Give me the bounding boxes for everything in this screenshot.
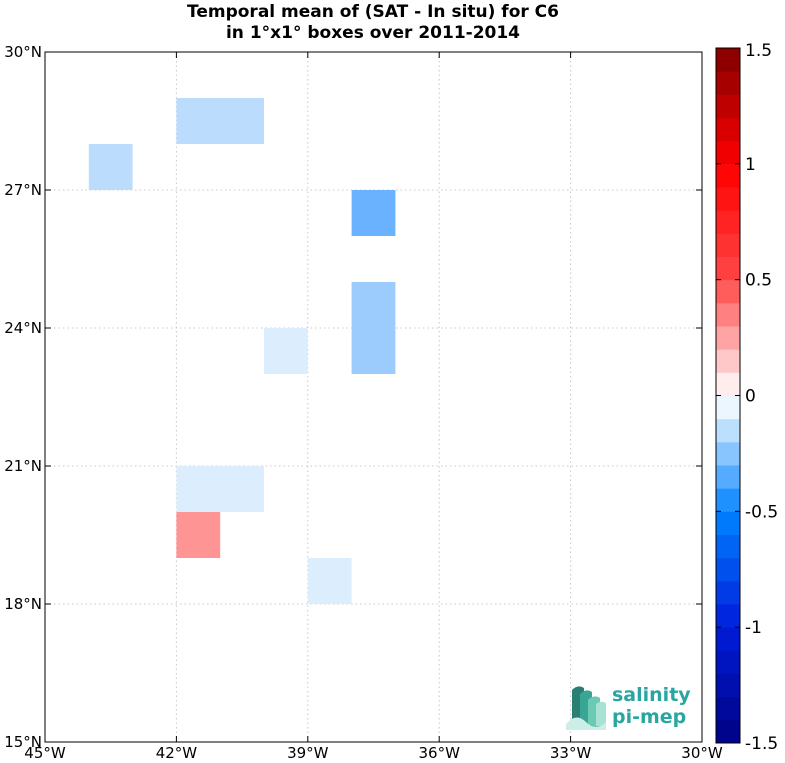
heatmap-cell [88,144,133,190]
colorbar-swatch [716,395,740,420]
colorbar-swatch [716,48,740,72]
colorbar-swatch [716,163,740,188]
plot-frame [44,51,703,743]
colorbar-swatch [716,441,740,466]
y-tick-label: 18°N [4,595,42,613]
colorbar-swatch [716,372,740,396]
heatmap-cell [176,466,264,512]
heatmap-cell [176,98,264,144]
colorbar-swatch [716,580,740,605]
x-tick-label: 42°W [156,744,198,762]
x-tick-label: 36°W [418,744,460,762]
colorbar-swatch [716,511,740,535]
colorbar-tick-label: 1 [745,155,756,175]
colorbar-swatch [716,465,740,489]
heatmap-cell [351,190,396,236]
colorbar-swatch [716,94,740,118]
y-axis-ticks: 15°N 18°N 21°N 24°N 27°N 30°N [4,43,702,751]
colorbar-swatch [716,140,740,165]
x-tick-label: 33°W [550,744,592,762]
colorbar-swatch [716,488,740,512]
colorbar-swatch [716,418,740,443]
colorbar-swatch [716,696,740,721]
heatmap-cell [176,512,221,558]
colorbar-swatch [716,650,740,674]
y-tick-label: 21°N [4,457,42,475]
heatmap-cells [88,98,396,604]
colorbar-tick-label: 1.5 [745,41,772,61]
colorbar-swatch [716,604,740,628]
colorbar-swatch [716,233,740,257]
colorbar-tick-label: 0 [745,387,756,407]
salinity-pimep-logo: salinity pi-mep [566,684,691,730]
colorbar-swatch [716,117,740,142]
y-tick-label: 30°N [4,43,42,61]
heatmap-cell [351,282,396,374]
chart-title-line2: in 1°x1° boxes over 2011-2014 [226,23,520,43]
heatmap-cell [307,558,352,604]
logo-text-pimep: pi-mep [612,706,686,728]
colorbar-tick-label: -1.5 [745,734,778,754]
x-tick-label: 30°W [681,744,723,762]
logo-text-salinity: salinity [612,684,691,706]
colorbar-swatch [716,627,740,651]
colorbar-swatch [716,302,740,327]
heatmap-cell [264,328,308,374]
colorbar-swatch [716,279,740,304]
colorbar-tick-label: 0.5 [745,271,772,291]
x-tick-label: 45°W [24,744,66,762]
colorbar [715,47,741,744]
colorbar-swatch [716,719,740,744]
colorbar-swatch [716,256,740,281]
colorbar-swatch [716,349,740,373]
chart-title-line1: Temporal mean of (SAT - In situ) for C6 [187,2,559,22]
x-axis-ticks: 45°W 42°W 39°W 36°W 33°W 30°W [24,52,723,762]
colorbar-swatch [716,187,740,211]
colorbar-swatch [716,326,740,350]
colorbar-swatch [716,534,740,559]
colorbar-swatch [716,557,740,582]
y-tick-label: 27°N [4,181,42,199]
x-tick-label: 39°W [287,744,329,762]
colorbar-tick-label: -0.5 [745,502,778,522]
y-tick-label: 15°N [4,733,42,751]
colorbar-tick-label: -1 [745,618,762,638]
colorbar-swatch [716,210,740,234]
grid-lines [45,52,702,742]
y-tick-label: 24°N [4,319,42,337]
colorbar-swatch [716,71,740,95]
colorbar-swatch [716,673,740,698]
colorbar-ticks: 1.5 1 0.5 0 -0.5 -1 -1.5 [716,41,778,754]
logo-mark [566,686,606,730]
